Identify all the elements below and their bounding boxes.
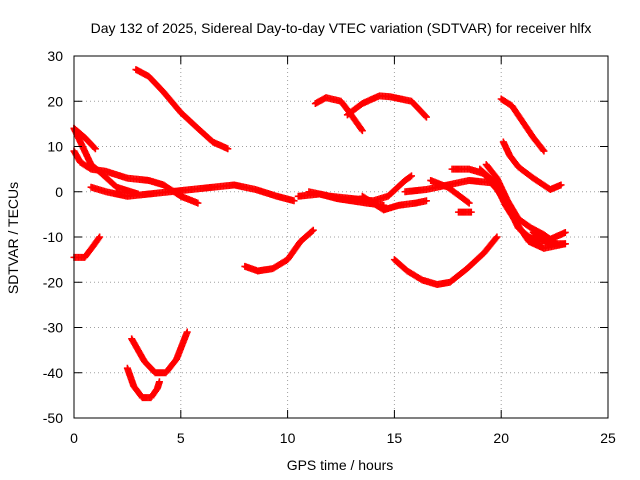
y-tick-label: -30 <box>43 320 63 336</box>
data-point <box>357 125 365 133</box>
data-point <box>422 113 430 121</box>
data-point <box>406 173 414 181</box>
x-axis-label: GPS time / hours <box>287 457 394 473</box>
data-point <box>155 378 163 386</box>
series-arc-24 <box>499 138 565 193</box>
y-tick-label: -20 <box>43 274 63 290</box>
x-tick-label: 20 <box>493 430 509 446</box>
series-arc-07 <box>123 364 163 402</box>
y-tick-label: 0 <box>55 184 63 200</box>
series-arc-04 <box>87 183 195 200</box>
series-arc-08 <box>128 328 191 377</box>
y-tick-label: 30 <box>47 48 63 64</box>
series-arc-01 <box>132 66 232 153</box>
series-arc-14 <box>305 172 415 205</box>
data-point <box>407 172 415 180</box>
x-tick-label: 10 <box>280 430 296 446</box>
data-point <box>422 197 430 205</box>
x-tick-label: 15 <box>387 430 403 446</box>
data-point <box>557 181 565 189</box>
data-point <box>467 208 475 216</box>
data-point <box>465 199 473 207</box>
x-tick-label: 5 <box>177 430 185 446</box>
data-point <box>224 145 232 153</box>
series-arc-15 <box>358 192 430 214</box>
data-point <box>540 147 548 155</box>
x-tick-label: 0 <box>70 430 78 446</box>
data-point <box>493 233 501 241</box>
data-point <box>194 199 202 207</box>
y-tick-label: -40 <box>43 365 63 381</box>
series-arc-06 <box>70 233 104 261</box>
data-point <box>358 127 366 135</box>
series-arc-18 <box>427 176 473 207</box>
data-point <box>91 145 99 153</box>
series-arc-20 <box>476 165 569 252</box>
series-arc-10 <box>241 226 317 275</box>
data-point <box>134 190 142 198</box>
x-tick-label: 25 <box>600 430 616 446</box>
series-arc-09 <box>187 181 298 205</box>
data-point <box>183 328 191 336</box>
series-arc-23 <box>497 95 548 155</box>
series-arc-22 <box>454 208 475 216</box>
data-point <box>539 146 547 154</box>
data-point <box>561 228 569 236</box>
axis-ticks: 0 5 10 15 20 25 -50 -40 -30 -20 -10 0 10 20 30 <box>43 48 616 446</box>
data-point <box>421 112 429 120</box>
series-arc-25 <box>529 228 569 248</box>
y-tick-label: 20 <box>47 93 63 109</box>
data-point <box>464 198 472 206</box>
series-arc-11 <box>311 94 366 135</box>
y-tick-label: -10 <box>43 229 63 245</box>
series-arc-16 <box>390 233 501 289</box>
data-points <box>70 66 569 402</box>
data-point <box>290 197 298 205</box>
y-tick-label: -50 <box>43 410 63 426</box>
y-axis-label: SDTVAR / TECUs <box>5 182 21 294</box>
data-point <box>492 234 500 242</box>
data-point <box>308 227 316 235</box>
series-arc-05 <box>70 124 142 198</box>
data-point <box>96 233 104 241</box>
data-point <box>90 144 98 152</box>
chart-title: Day 132 of 2025, Sidereal Day-to-day VTE… <box>91 20 592 36</box>
data-point <box>561 240 569 248</box>
data-point <box>95 234 103 242</box>
data-point <box>309 226 317 234</box>
series-arc-12 <box>343 92 430 121</box>
y-tick-label: 10 <box>47 139 63 155</box>
